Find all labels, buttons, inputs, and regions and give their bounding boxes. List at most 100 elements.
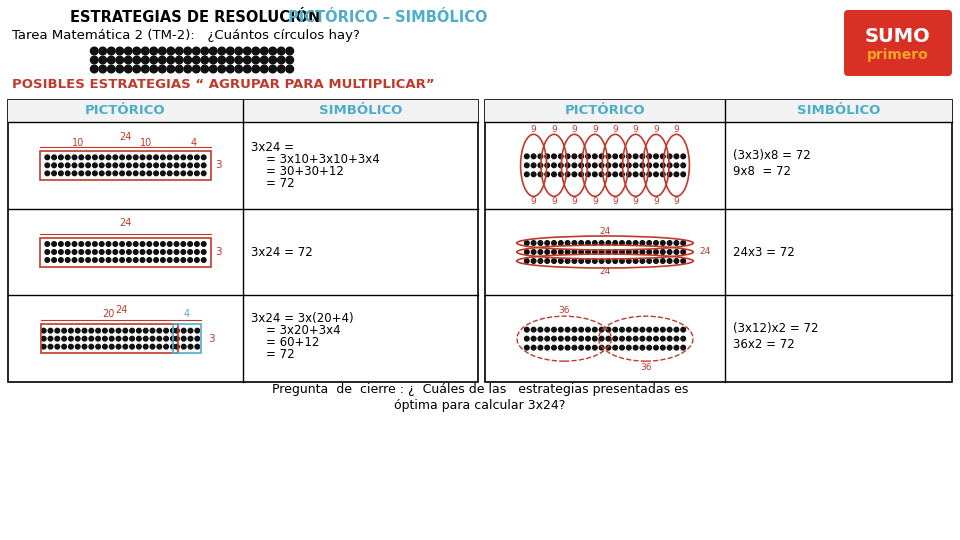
Circle shape: [572, 336, 577, 341]
Circle shape: [195, 328, 200, 333]
Circle shape: [174, 258, 179, 262]
Bar: [485, 100, 952, 122]
Text: (3x3)x8 = 72: (3x3)x8 = 72: [733, 149, 811, 162]
Circle shape: [218, 56, 226, 64]
Circle shape: [640, 172, 645, 177]
Text: 4: 4: [190, 138, 197, 148]
Circle shape: [681, 241, 685, 245]
Circle shape: [141, 65, 149, 73]
Circle shape: [154, 155, 158, 160]
Circle shape: [660, 163, 665, 167]
Text: 24: 24: [119, 219, 132, 228]
Circle shape: [83, 336, 86, 341]
Circle shape: [202, 242, 206, 246]
Circle shape: [76, 336, 80, 341]
Circle shape: [599, 241, 604, 245]
Text: 9: 9: [592, 197, 598, 206]
Circle shape: [127, 155, 132, 160]
Circle shape: [218, 65, 226, 73]
Circle shape: [620, 163, 624, 167]
Circle shape: [634, 163, 637, 167]
Circle shape: [634, 259, 637, 264]
Circle shape: [531, 241, 536, 245]
Circle shape: [612, 241, 617, 245]
Circle shape: [120, 242, 125, 246]
Circle shape: [79, 242, 84, 246]
Circle shape: [107, 242, 110, 246]
Circle shape: [59, 155, 63, 160]
Circle shape: [565, 336, 570, 341]
Circle shape: [545, 336, 549, 341]
Circle shape: [202, 249, 206, 254]
Text: = 72: = 72: [251, 177, 295, 190]
Circle shape: [552, 154, 556, 159]
Circle shape: [175, 345, 180, 349]
Circle shape: [167, 155, 172, 160]
Circle shape: [52, 249, 57, 254]
Circle shape: [552, 259, 556, 264]
Bar: [173, 324, 202, 353]
Circle shape: [158, 56, 166, 64]
Circle shape: [606, 336, 611, 341]
Circle shape: [83, 328, 86, 333]
Text: PICTÓRICO: PICTÓRICO: [564, 105, 645, 118]
Circle shape: [531, 163, 536, 167]
Circle shape: [175, 336, 180, 341]
Circle shape: [127, 249, 132, 254]
Text: 4: 4: [184, 309, 190, 319]
Circle shape: [674, 249, 679, 254]
Circle shape: [634, 154, 637, 159]
Text: 36: 36: [640, 363, 652, 372]
Circle shape: [140, 258, 145, 262]
Circle shape: [586, 346, 590, 350]
Text: 3: 3: [215, 247, 222, 257]
Circle shape: [660, 259, 665, 264]
Circle shape: [195, 345, 200, 349]
Circle shape: [55, 336, 60, 341]
Circle shape: [201, 56, 208, 64]
Circle shape: [125, 47, 132, 55]
Circle shape: [107, 249, 110, 254]
Circle shape: [647, 346, 652, 350]
Circle shape: [545, 346, 549, 350]
Circle shape: [65, 249, 70, 254]
Circle shape: [141, 56, 149, 64]
Circle shape: [167, 163, 172, 167]
Circle shape: [147, 249, 152, 254]
Circle shape: [127, 163, 132, 167]
Circle shape: [181, 163, 185, 167]
Circle shape: [634, 346, 637, 350]
Bar: [40, 324, 178, 353]
Circle shape: [59, 171, 63, 176]
Circle shape: [674, 154, 679, 159]
Circle shape: [599, 346, 604, 350]
Circle shape: [176, 65, 183, 73]
Circle shape: [132, 65, 140, 73]
Circle shape: [123, 328, 128, 333]
Circle shape: [52, 242, 57, 246]
Circle shape: [59, 249, 63, 254]
Circle shape: [45, 242, 50, 246]
Circle shape: [579, 241, 584, 245]
Circle shape: [171, 328, 175, 333]
Circle shape: [202, 155, 206, 160]
Text: 9: 9: [612, 197, 618, 206]
Circle shape: [209, 56, 217, 64]
Circle shape: [627, 241, 631, 245]
Circle shape: [592, 163, 597, 167]
Circle shape: [209, 65, 217, 73]
Circle shape: [188, 163, 192, 167]
Circle shape: [524, 163, 529, 167]
Circle shape: [524, 154, 529, 159]
Circle shape: [167, 56, 175, 64]
Circle shape: [647, 241, 652, 245]
Text: 24: 24: [699, 247, 710, 256]
Circle shape: [90, 56, 98, 64]
Circle shape: [174, 155, 179, 160]
Circle shape: [108, 65, 115, 73]
Circle shape: [627, 327, 631, 332]
Circle shape: [579, 327, 584, 332]
Circle shape: [164, 328, 168, 333]
Circle shape: [202, 171, 206, 176]
Circle shape: [176, 56, 183, 64]
